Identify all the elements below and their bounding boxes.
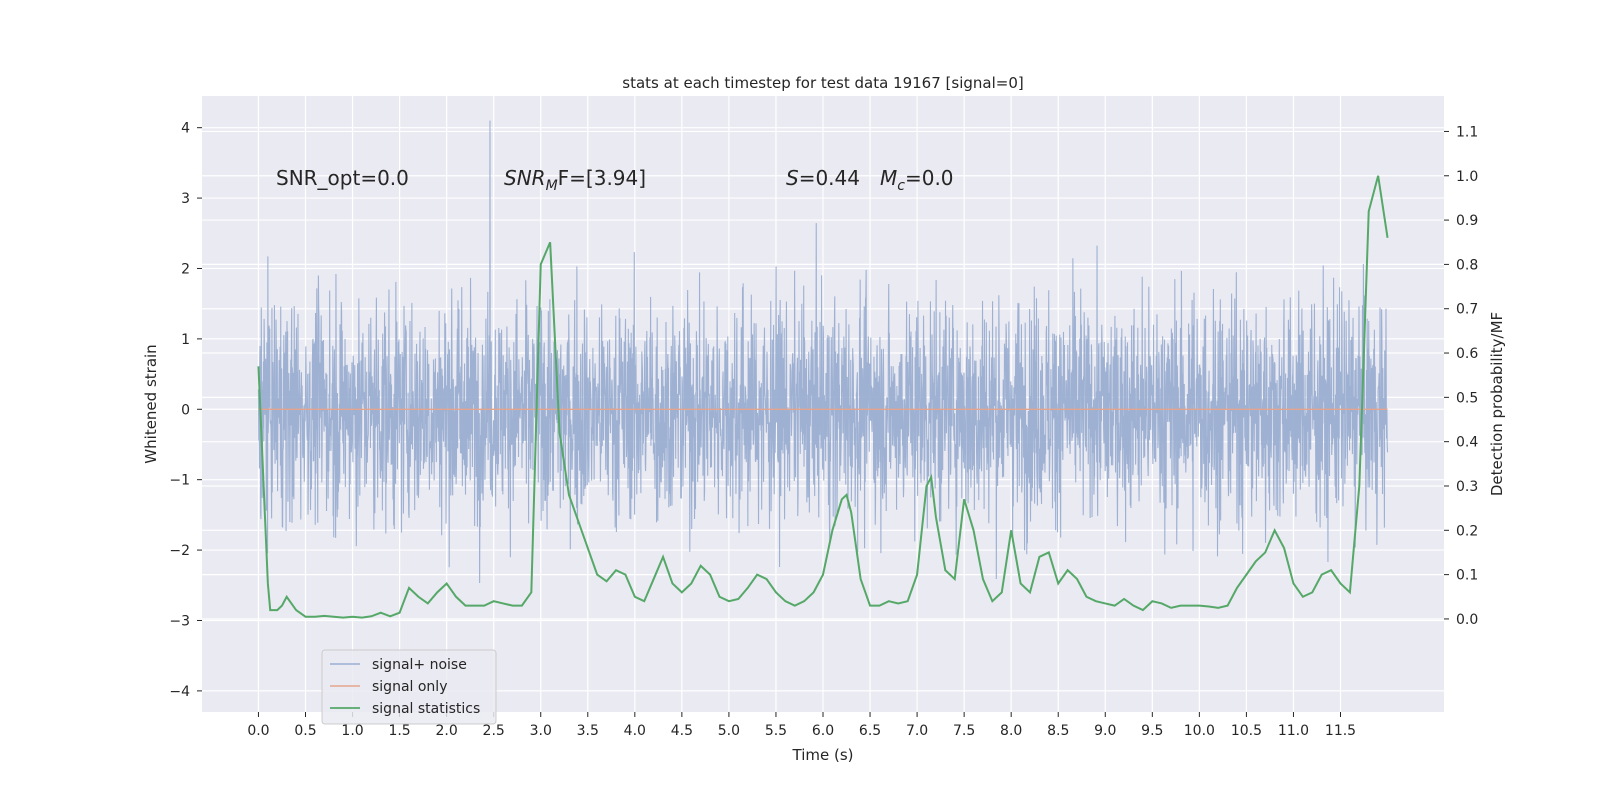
y-axis-label-right: Detection probability/MF	[1488, 312, 1506, 496]
x-tick-label: 10.5	[1231, 723, 1262, 739]
x-tick-label: 6.5	[859, 723, 881, 739]
legend-label-stats: signal statistics	[372, 701, 480, 717]
y-right-tick-label: 0.4	[1456, 435, 1478, 451]
x-axis-label: Time (s)	[792, 746, 854, 764]
y-left-tick-label: 2	[181, 261, 190, 277]
x-tick-label: 0.0	[247, 723, 269, 739]
mc-value: =0.0	[905, 166, 954, 190]
y-right-tick-label: 0.3	[1456, 479, 1478, 495]
snr-mf-annotation: SNRMF=[3.94]	[504, 166, 646, 194]
x-tick-label: 3.0	[530, 723, 552, 739]
y-left-tick-label: 0	[181, 402, 190, 418]
x-tick-label: 1.5	[388, 723, 410, 739]
s-annotation: S=0.44	[786, 166, 860, 190]
x-tick-label: 1.0	[341, 723, 363, 739]
x-tick-label: 4.0	[624, 723, 646, 739]
y-left-tick-label: 4	[181, 121, 190, 137]
x-tick-label: 3.5	[577, 723, 599, 739]
y-axis-label-left: Whitened strain	[142, 344, 160, 463]
y-right-tick-label: 0.6	[1456, 346, 1478, 362]
y-left-tick-label: −2	[169, 543, 190, 559]
mc-annotation: Mc=0.0	[880, 166, 954, 194]
legend-label-signal: signal only	[372, 679, 447, 695]
y-right-tick-label: 0.7	[1456, 302, 1478, 318]
noise-series-line	[257, 120, 1389, 584]
noise-series-layer	[257, 120, 1389, 584]
y-right-tick-label: 1.1	[1456, 124, 1478, 140]
x-tick-label: 4.5	[671, 723, 693, 739]
mc-subscript: c	[897, 178, 905, 194]
x-tick-label: 9.5	[1141, 723, 1163, 739]
x-tick-label: 5.0	[718, 723, 740, 739]
x-tick-label: 10.0	[1184, 723, 1215, 739]
x-tick-label: 11.5	[1325, 723, 1356, 739]
y-left-tick-label: −1	[169, 473, 190, 489]
x-tick-label: 5.5	[765, 723, 787, 739]
legend: signal+ noise signal only signal statist…	[321, 649, 497, 725]
x-tick-label: 0.5	[294, 723, 316, 739]
y-right-tick-label: 0.2	[1456, 523, 1478, 539]
mc-symbol: M	[880, 166, 897, 190]
snr-mf-symbol: SNR	[504, 166, 546, 190]
ticks-layer: 0.0 0.5 1.0 1.5 2.0 2.5 3.0 3.5 4.0 4.5 5.0 5.5 6.0 6…	[169, 121, 1478, 739]
y-right-tick-label: 0.9	[1456, 213, 1478, 229]
chart-title: stats at each timestep for test data 191…	[622, 74, 1023, 92]
y-right-tick-label: 0.8	[1456, 257, 1478, 273]
y-left-tick-label: −4	[169, 684, 190, 700]
x-tick-label: 9.0	[1094, 723, 1116, 739]
snr-mf-value: F=[3.94]	[558, 166, 646, 190]
y-right-tick-label: 0.1	[1456, 568, 1478, 584]
legend-label-noise: signal+ noise	[372, 657, 467, 673]
x-tick-label: 2.0	[436, 723, 458, 739]
y-left-tick-label: 1	[181, 332, 190, 348]
y-right-tick-label: 0.5	[1456, 390, 1478, 406]
x-tick-label: 6.0	[812, 723, 834, 739]
x-tick-label: 7.5	[953, 723, 975, 739]
x-tick-label: 8.5	[1047, 723, 1069, 739]
snr-opt-annotation: SNR_opt=0.0	[276, 166, 409, 190]
s-symbol: S	[786, 166, 799, 190]
s-value: =0.44	[799, 166, 860, 190]
signal-statistics-line	[257, 175, 1389, 619]
x-tick-label: 8.0	[1000, 723, 1022, 739]
snr-mf-subscript: M	[546, 178, 558, 194]
y-left-tick-label: 3	[181, 191, 190, 207]
x-tick-label: 2.5	[483, 723, 505, 739]
x-tick-label: 7.0	[906, 723, 928, 739]
y-left-tick-label: −3	[169, 613, 190, 629]
x-tick-label: 11.0	[1278, 723, 1309, 739]
y-right-tick-label: 1.0	[1456, 169, 1478, 185]
y-right-tick-label: 0.0	[1456, 612, 1478, 628]
legend-box	[321, 649, 497, 725]
signal-statistics-layer	[257, 175, 1389, 619]
